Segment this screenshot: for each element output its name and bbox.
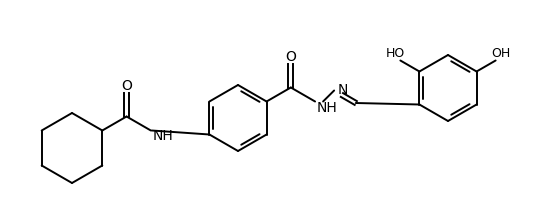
Text: NH: NH: [153, 129, 173, 144]
Text: O: O: [121, 79, 132, 92]
Text: OH: OH: [491, 47, 510, 60]
Text: N: N: [337, 83, 347, 97]
Text: O: O: [286, 49, 296, 64]
Text: HO: HO: [386, 47, 405, 60]
Text: NH: NH: [317, 101, 338, 114]
